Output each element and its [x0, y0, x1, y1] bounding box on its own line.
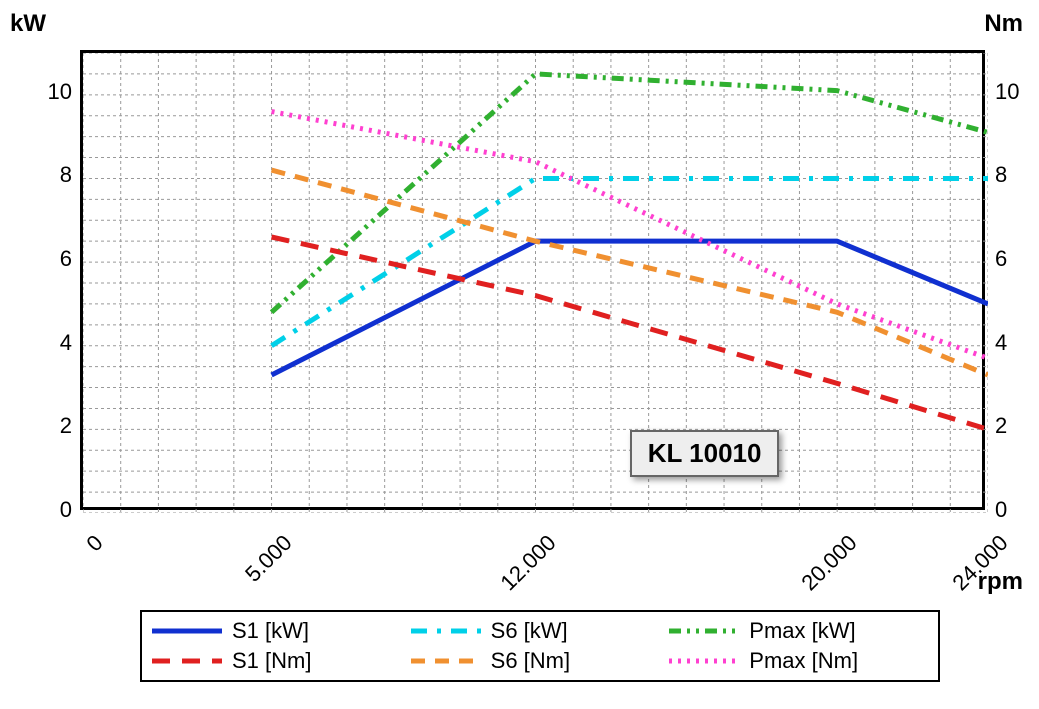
y-tick-left: 4	[60, 330, 72, 356]
y-tick-right: 8	[995, 162, 1007, 188]
legend-swatch	[669, 621, 739, 641]
y-tick-left: 10	[48, 79, 72, 105]
legend-item: Pmax [Nm]	[669, 646, 928, 676]
y-tick-right: 2	[995, 413, 1007, 439]
y-tick-right: 6	[995, 246, 1007, 272]
legend-label: Pmax [kW]	[749, 618, 855, 644]
x-tick: 20.000	[788, 530, 863, 605]
y-tick-left: 2	[60, 413, 72, 439]
plot-svg	[83, 53, 988, 513]
y-tick-left: 6	[60, 246, 72, 272]
legend-label: S1 [Nm]	[232, 648, 311, 674]
model-label-text: KL 10010	[648, 438, 762, 468]
y-tick-left: 0	[60, 497, 72, 523]
legend-swatch	[152, 651, 222, 671]
legend-item: S6 [kW]	[411, 616, 670, 646]
legend-item: S1 [Nm]	[152, 646, 411, 676]
legend-label: S6 [Nm]	[491, 648, 570, 674]
legend-swatch	[152, 621, 222, 641]
legend-swatch	[411, 621, 481, 641]
y-tick-right: 4	[995, 330, 1007, 356]
legend-label: S6 [kW]	[491, 618, 568, 644]
legend: S1 [kW] S6 [kW] Pmax [kW] S1 [Nm] S6 [Nm] Pma…	[140, 610, 940, 682]
legend-item: S6 [Nm]	[411, 646, 670, 676]
y-tick-right: 10	[995, 79, 1019, 105]
y-tick-left: 8	[60, 162, 72, 188]
plot-area: KL 10010	[80, 50, 985, 510]
x-tick: 12.000	[486, 530, 561, 605]
y-tick-right: 0	[995, 497, 1007, 523]
legend-swatch	[669, 651, 739, 671]
y-left-label: kW	[10, 10, 46, 38]
legend-item: S1 [kW]	[152, 616, 411, 646]
x-tick: 5.000	[222, 530, 297, 605]
legend-label: Pmax [Nm]	[749, 648, 858, 674]
chart-container: kW Nm rpm KL 10010 0246810 0246810 05.00…	[10, 10, 1029, 699]
legend-swatch	[411, 651, 481, 671]
x-tick: 0	[33, 530, 108, 605]
model-label-box: KL 10010	[630, 430, 780, 477]
legend-label: S1 [kW]	[232, 618, 309, 644]
y-right-label: Nm	[984, 10, 1023, 38]
legend-item: Pmax [kW]	[669, 616, 928, 646]
